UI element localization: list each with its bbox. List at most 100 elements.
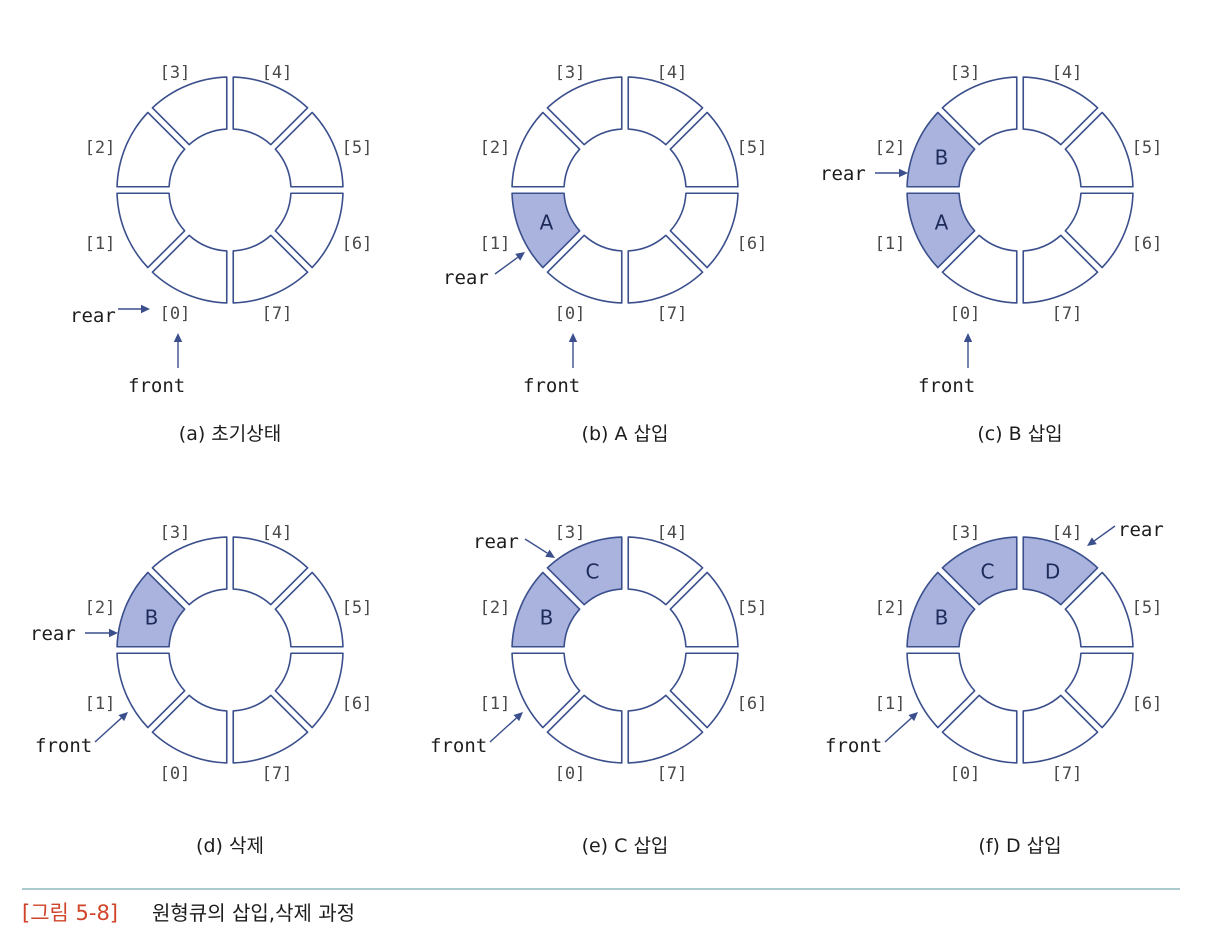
queue-cell-5 <box>274 111 344 188</box>
queue-cell-3 <box>941 76 1018 146</box>
slot-label-0: [0] <box>555 764 586 784</box>
slot-label-5: [5] <box>1132 138 1163 158</box>
queue-ring: B C D <box>906 536 1134 764</box>
rear-pointer-label: rear <box>820 163 866 185</box>
queue-cell-7 <box>232 234 309 304</box>
front-pointer-label: front <box>825 735 882 757</box>
panel-caption: (e) C 삽입 <box>582 835 669 857</box>
slot-label-4: [4] <box>262 523 293 543</box>
slot-label-7: [7] <box>657 764 688 784</box>
queue-cell-3 <box>546 76 623 146</box>
queue-cell-4 <box>627 76 704 146</box>
slot-label-3: [3] <box>950 523 981 543</box>
queue-cell-2 <box>906 111 976 188</box>
slot-label-4: [4] <box>657 523 688 543</box>
slot-label-1: [1] <box>875 694 906 714</box>
slot-label-4: [4] <box>1052 523 1083 543</box>
slot-label-1: [1] <box>875 234 906 254</box>
queue-cell-2-value: B <box>935 605 949 629</box>
slot-label-7: [7] <box>1052 304 1083 324</box>
queue-cell-0 <box>546 694 623 764</box>
queue-ring: B <box>116 536 344 764</box>
queue-ring: BC <box>511 536 739 764</box>
queue-cell-0 <box>151 234 228 304</box>
queue-cell-4-value: D <box>1045 559 1060 583</box>
queue-cell-7 <box>1022 694 1099 764</box>
front-pointer-label: front <box>523 375 580 397</box>
queue-cell-1 <box>511 652 581 729</box>
slot-label-2: [2] <box>875 138 906 158</box>
queue-cell-6 <box>1064 652 1134 729</box>
front-pointer-arrow <box>489 712 523 743</box>
queue-cell-3-value: C <box>980 559 994 583</box>
queue-cell-3 <box>151 536 228 606</box>
queue-cell-0 <box>151 694 228 764</box>
panel-d: B [0] [1] [2] [3] [4] [5] [6] [7] rear front (d) 삭제 <box>30 523 372 857</box>
slot-label-2: [2] <box>875 598 906 618</box>
queue-cell-7 <box>627 234 704 304</box>
rear-pointer-label: rear <box>30 623 76 645</box>
slot-label-4: [4] <box>657 63 688 83</box>
queue-cell-0 <box>941 234 1018 304</box>
queue-cell-2 <box>511 111 581 188</box>
rear-pointer-label: rear <box>443 267 489 289</box>
queue-cell-3 <box>151 76 228 146</box>
queue-cell-6 <box>669 192 739 269</box>
slot-label-5: [5] <box>342 138 373 158</box>
queue-cell-7 <box>1022 234 1099 304</box>
queue-cell-2-value: B <box>145 605 159 629</box>
rear-pointer-arrow <box>118 304 150 314</box>
front-pointer-arrow <box>94 712 128 743</box>
queue-cell-6 <box>669 652 739 729</box>
queue-cell-7 <box>627 694 704 764</box>
front-pointer-arrow <box>173 333 183 368</box>
figure-number: [그림 5-8] <box>22 901 118 925</box>
queue-cell-7 <box>232 694 309 764</box>
queue-cell-1 <box>906 652 976 729</box>
rear-pointer-label: rear <box>473 531 519 553</box>
queue-cell-2-value: B <box>540 605 554 629</box>
panel-caption: (f) D 삽입 <box>978 835 1061 857</box>
queue-cell-2 <box>906 571 976 648</box>
slot-label-3: [3] <box>555 523 586 543</box>
queue-cell-5 <box>1064 111 1134 188</box>
rear-pointer-label: rear <box>1118 519 1164 541</box>
slot-label-6: [6] <box>342 234 373 254</box>
queue-cell-2 <box>116 571 186 648</box>
panel-a: [0] [1] [2] [3] [4] [5] [6] [7] rear front (a) 초기상… <box>70 63 372 445</box>
queue-cell-1 <box>511 192 581 269</box>
queue-cell-1 <box>906 192 976 269</box>
queue-ring: A <box>511 76 739 304</box>
slot-label-3: [3] <box>950 63 981 83</box>
slot-label-2: [2] <box>85 598 116 618</box>
queue-cell-6 <box>274 192 344 269</box>
queue-cell-6 <box>274 652 344 729</box>
rear-pointer-arrow <box>494 252 525 275</box>
queue-cell-3 <box>941 536 1018 606</box>
panel-caption: (d) 삭제 <box>196 835 264 857</box>
panel-b: A [0] [1] [2] [3] [4] [5] [6] [7] rear front (b) A … <box>443 63 767 445</box>
front-pointer-arrow <box>963 333 973 368</box>
panel-caption: (b) A 삽입 <box>582 423 669 445</box>
queue-cell-2 <box>116 111 186 188</box>
queue-cell-5 <box>669 111 739 188</box>
queue-cell-1 <box>116 192 186 269</box>
queue-cell-2 <box>511 571 581 648</box>
slot-label-7: [7] <box>657 304 688 324</box>
slot-label-2: [2] <box>85 138 116 158</box>
queue-ring <box>116 76 344 304</box>
slot-label-3: [3] <box>555 63 586 83</box>
slot-label-1: [1] <box>85 694 116 714</box>
slot-label-6: [6] <box>342 694 373 714</box>
panel-f: B C D [0] [1] [2] [3] [4] [5] [6] [7] rear front (f) … <box>825 519 1164 857</box>
queue-cell-1 <box>116 652 186 729</box>
slot-label-0: [0] <box>950 304 981 324</box>
figure-title: 원형큐의 삽입,삭제 과정 <box>152 901 355 925</box>
slot-label-7: [7] <box>262 764 293 784</box>
queue-cell-3 <box>546 536 623 606</box>
rear-pointer-arrow <box>875 168 908 178</box>
slot-label-0: [0] <box>160 764 191 784</box>
slot-label-3: [3] <box>160 63 191 83</box>
